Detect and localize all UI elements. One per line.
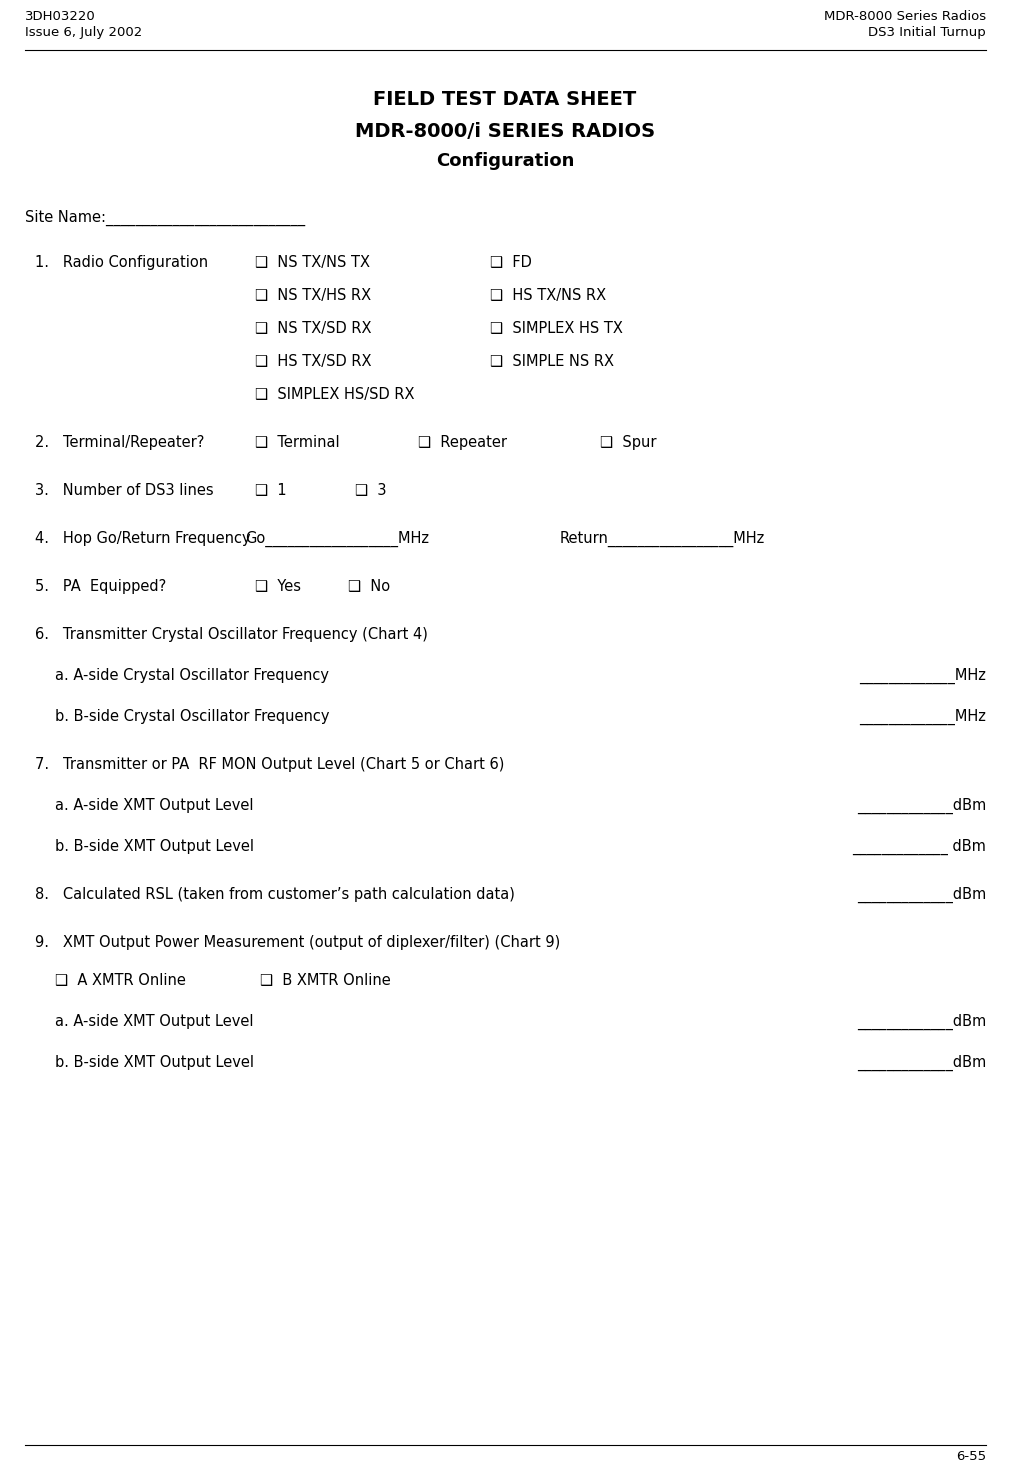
Text: _____________ dBm: _____________ dBm xyxy=(852,839,986,855)
Text: 2.   Terminal/Repeater?: 2. Terminal/Repeater? xyxy=(35,435,204,450)
Text: 3.   Number of DS3 lines: 3. Number of DS3 lines xyxy=(35,482,213,497)
Text: ❑  Repeater: ❑ Repeater xyxy=(418,435,507,450)
Text: 7.   Transmitter or PA  RF MON Output Level (Chart 5 or Chart 6): 7. Transmitter or PA RF MON Output Level… xyxy=(35,756,504,773)
Text: ❑  1: ❑ 1 xyxy=(255,482,287,497)
Text: b. B-side Crystal Oscillator Frequency: b. B-side Crystal Oscillator Frequency xyxy=(55,709,330,724)
Text: a. A-side XMT Output Level: a. A-side XMT Output Level xyxy=(55,798,254,813)
Text: ❑  FD: ❑ FD xyxy=(490,255,532,269)
Text: ❑  HS TX/NS RX: ❑ HS TX/NS RX xyxy=(490,289,607,303)
Text: b. B-side XMT Output Level: b. B-side XMT Output Level xyxy=(55,839,254,854)
Text: ❑  Yes: ❑ Yes xyxy=(255,579,301,593)
Text: MDR-8000 Series Radios: MDR-8000 Series Radios xyxy=(824,10,986,24)
Text: ❑  NS TX/HS RX: ❑ NS TX/HS RX xyxy=(255,289,371,303)
Text: Site Name:___________________________: Site Name:___________________________ xyxy=(25,210,305,226)
Text: 5.   PA  Equipped?: 5. PA Equipped? xyxy=(35,579,166,593)
Text: Return_________________MHz: Return_________________MHz xyxy=(560,531,765,548)
Text: a. A-side XMT Output Level: a. A-side XMT Output Level xyxy=(55,1014,254,1029)
Text: _____________MHz: _____________MHz xyxy=(859,667,986,684)
Text: ❑  Terminal: ❑ Terminal xyxy=(255,435,340,450)
Text: _____________dBm: _____________dBm xyxy=(856,887,986,903)
Text: ❑  HS TX/SD RX: ❑ HS TX/SD RX xyxy=(255,354,371,369)
Text: _____________dBm: _____________dBm xyxy=(856,1014,986,1030)
Text: FIELD TEST DATA SHEET: FIELD TEST DATA SHEET xyxy=(373,90,637,110)
Text: ❑  3: ❑ 3 xyxy=(355,482,386,497)
Text: ❑  NS TX/NS TX: ❑ NS TX/NS TX xyxy=(255,255,370,269)
Text: ❑  No: ❑ No xyxy=(348,579,390,593)
Text: _____________MHz: _____________MHz xyxy=(859,709,986,725)
Text: 6-55: 6-55 xyxy=(955,1450,986,1464)
Text: Configuration: Configuration xyxy=(436,152,574,170)
Text: DS3 Initial Turnup: DS3 Initial Turnup xyxy=(868,27,986,38)
Text: 8.   Calculated RSL (taken from customer’s path calculation data): 8. Calculated RSL (taken from customer’s… xyxy=(35,887,515,901)
Text: Go__________________MHz: Go__________________MHz xyxy=(245,531,429,548)
Text: Issue 6, July 2002: Issue 6, July 2002 xyxy=(25,27,143,38)
Text: _____________dBm: _____________dBm xyxy=(856,798,986,814)
Text: ❑  SIMPLE NS RX: ❑ SIMPLE NS RX xyxy=(490,354,614,369)
Text: 3DH03220: 3DH03220 xyxy=(25,10,96,24)
Text: a. A-side Crystal Oscillator Frequency: a. A-side Crystal Oscillator Frequency xyxy=(55,667,329,682)
Text: 4.   Hop Go/Return Frequency: 4. Hop Go/Return Frequency xyxy=(35,531,251,546)
Text: ❑  SIMPLEX HS/SD RX: ❑ SIMPLEX HS/SD RX xyxy=(255,386,415,403)
Text: _____________dBm: _____________dBm xyxy=(856,1055,986,1072)
Text: ❑  Spur: ❑ Spur xyxy=(600,435,656,450)
Text: 6.   Transmitter Crystal Oscillator Frequency (Chart 4): 6. Transmitter Crystal Oscillator Freque… xyxy=(35,628,428,642)
Text: MDR-8000/i SERIES RADIOS: MDR-8000/i SERIES RADIOS xyxy=(355,121,655,141)
Text: ❑  SIMPLEX HS TX: ❑ SIMPLEX HS TX xyxy=(490,321,623,336)
Text: ❑  A XMTR Online: ❑ A XMTR Online xyxy=(55,972,186,989)
Text: 1.   Radio Configuration: 1. Radio Configuration xyxy=(35,255,208,269)
Text: b. B-side XMT Output Level: b. B-side XMT Output Level xyxy=(55,1055,254,1070)
Text: ❑  B XMTR Online: ❑ B XMTR Online xyxy=(260,972,390,989)
Text: ❑  NS TX/SD RX: ❑ NS TX/SD RX xyxy=(255,321,371,336)
Text: 9.   XMT Output Power Measurement (output of diplexer/filter) (Chart 9): 9. XMT Output Power Measurement (output … xyxy=(35,935,560,950)
